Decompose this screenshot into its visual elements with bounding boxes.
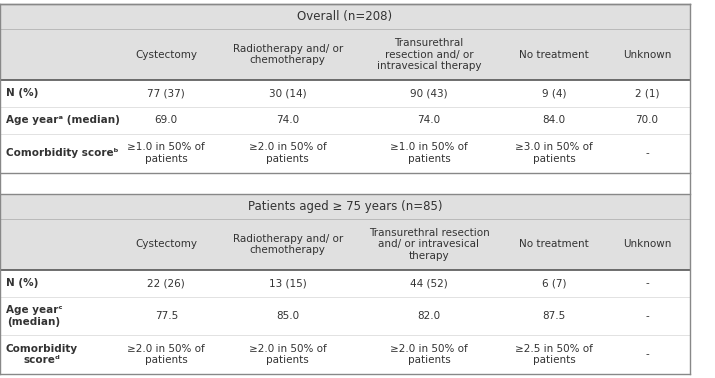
FancyBboxPatch shape: [222, 219, 354, 270]
FancyBboxPatch shape: [111, 133, 222, 173]
Text: 69.0: 69.0: [154, 115, 178, 125]
Text: Radiotherapy and/ or
chemotherapy: Radiotherapy and/ or chemotherapy: [232, 44, 343, 65]
FancyBboxPatch shape: [604, 270, 690, 297]
FancyBboxPatch shape: [0, 107, 111, 133]
FancyBboxPatch shape: [354, 29, 504, 80]
FancyBboxPatch shape: [0, 219, 111, 270]
Text: Comorbidity
scoreᵈ: Comorbidity scoreᵈ: [6, 344, 78, 366]
FancyBboxPatch shape: [354, 107, 504, 133]
FancyBboxPatch shape: [111, 29, 222, 80]
FancyBboxPatch shape: [504, 335, 604, 374]
FancyBboxPatch shape: [604, 219, 690, 270]
FancyBboxPatch shape: [0, 29, 111, 80]
FancyBboxPatch shape: [0, 297, 111, 335]
FancyBboxPatch shape: [111, 335, 222, 374]
FancyBboxPatch shape: [504, 29, 604, 80]
FancyBboxPatch shape: [222, 335, 354, 374]
Text: ≥3.0 in 50% of
patients: ≥3.0 in 50% of patients: [516, 143, 593, 164]
FancyBboxPatch shape: [222, 29, 354, 80]
FancyBboxPatch shape: [604, 297, 690, 335]
FancyBboxPatch shape: [222, 107, 354, 133]
FancyBboxPatch shape: [604, 107, 690, 133]
FancyBboxPatch shape: [354, 270, 504, 297]
FancyBboxPatch shape: [504, 133, 604, 173]
Text: No treatment: No treatment: [519, 50, 589, 60]
Text: 70.0: 70.0: [636, 115, 659, 125]
Text: 9 (4): 9 (4): [542, 88, 566, 98]
Text: 77.5: 77.5: [154, 311, 178, 321]
Text: 77 (37): 77 (37): [147, 88, 185, 98]
FancyBboxPatch shape: [0, 270, 111, 297]
Text: 82.0: 82.0: [418, 311, 440, 321]
Text: Patients aged ≥ 75 years (n=85): Patients aged ≥ 75 years (n=85): [247, 200, 443, 213]
FancyBboxPatch shape: [504, 80, 604, 107]
Text: -: -: [645, 311, 649, 321]
FancyBboxPatch shape: [354, 219, 504, 270]
FancyBboxPatch shape: [354, 80, 504, 107]
Text: 44 (52): 44 (52): [410, 278, 448, 288]
Text: 90 (43): 90 (43): [410, 88, 448, 98]
Text: Age yearᶜ
(median): Age yearᶜ (median): [6, 305, 62, 327]
Text: 22 (26): 22 (26): [147, 278, 185, 288]
FancyBboxPatch shape: [111, 80, 222, 107]
Text: Cystectomy: Cystectomy: [135, 50, 197, 60]
Text: Cystectomy: Cystectomy: [135, 239, 197, 249]
FancyBboxPatch shape: [222, 297, 354, 335]
Text: 74.0: 74.0: [418, 115, 440, 125]
Text: ≥1.0 in 50% of
patients: ≥1.0 in 50% of patients: [127, 143, 205, 164]
Text: 84.0: 84.0: [543, 115, 566, 125]
Text: 13 (15): 13 (15): [269, 278, 307, 288]
Text: Comorbidity scoreᵇ: Comorbidity scoreᵇ: [6, 148, 118, 158]
Text: Age yearᵃ (median): Age yearᵃ (median): [6, 115, 119, 125]
FancyBboxPatch shape: [0, 194, 690, 219]
FancyBboxPatch shape: [604, 80, 690, 107]
FancyBboxPatch shape: [222, 133, 354, 173]
Text: -: -: [645, 148, 649, 158]
Text: ≥1.0 in 50% of
patients: ≥1.0 in 50% of patients: [390, 143, 468, 164]
Text: 30 (14): 30 (14): [269, 88, 307, 98]
Text: -: -: [645, 278, 649, 288]
Text: Unknown: Unknown: [623, 239, 671, 249]
Text: ≥2.5 in 50% of
patients: ≥2.5 in 50% of patients: [516, 344, 593, 366]
Text: Overall (n=208): Overall (n=208): [297, 10, 393, 23]
Text: No treatment: No treatment: [519, 239, 589, 249]
Text: N (%): N (%): [6, 88, 38, 98]
Text: -: -: [645, 350, 649, 359]
FancyBboxPatch shape: [604, 335, 690, 374]
FancyBboxPatch shape: [111, 270, 222, 297]
FancyBboxPatch shape: [354, 133, 504, 173]
FancyBboxPatch shape: [504, 219, 604, 270]
FancyBboxPatch shape: [504, 270, 604, 297]
FancyBboxPatch shape: [354, 297, 504, 335]
Text: 74.0: 74.0: [276, 115, 300, 125]
Text: 87.5: 87.5: [543, 311, 566, 321]
Text: Unknown: Unknown: [623, 50, 671, 60]
Text: 2 (1): 2 (1): [635, 88, 659, 98]
Text: 6 (7): 6 (7): [542, 278, 566, 288]
Text: Transurethral resection
and/ or intravesical
therapy: Transurethral resection and/ or intraves…: [369, 228, 489, 261]
FancyBboxPatch shape: [222, 270, 354, 297]
FancyBboxPatch shape: [604, 29, 690, 80]
Text: 85.0: 85.0: [276, 311, 300, 321]
FancyBboxPatch shape: [111, 297, 222, 335]
FancyBboxPatch shape: [604, 133, 690, 173]
Text: N (%): N (%): [6, 278, 38, 288]
Text: Transurethral
resection and/ or
intravesical therapy: Transurethral resection and/ or intraves…: [377, 38, 481, 71]
Text: ≥2.0 in 50% of
patients: ≥2.0 in 50% of patients: [127, 344, 205, 366]
FancyBboxPatch shape: [354, 335, 504, 374]
Text: ≥2.0 in 50% of
patients: ≥2.0 in 50% of patients: [249, 344, 327, 366]
FancyBboxPatch shape: [0, 4, 690, 29]
FancyBboxPatch shape: [504, 107, 604, 133]
FancyBboxPatch shape: [111, 107, 222, 133]
Text: ≥2.0 in 50% of
patients: ≥2.0 in 50% of patients: [390, 344, 468, 366]
Text: Radiotherapy and/ or
chemotherapy: Radiotherapy and/ or chemotherapy: [232, 234, 343, 255]
FancyBboxPatch shape: [0, 80, 111, 107]
FancyBboxPatch shape: [0, 133, 111, 173]
FancyBboxPatch shape: [222, 80, 354, 107]
FancyBboxPatch shape: [111, 219, 222, 270]
FancyBboxPatch shape: [0, 335, 111, 374]
FancyBboxPatch shape: [504, 297, 604, 335]
Text: ≥2.0 in 50% of
patients: ≥2.0 in 50% of patients: [249, 143, 327, 164]
